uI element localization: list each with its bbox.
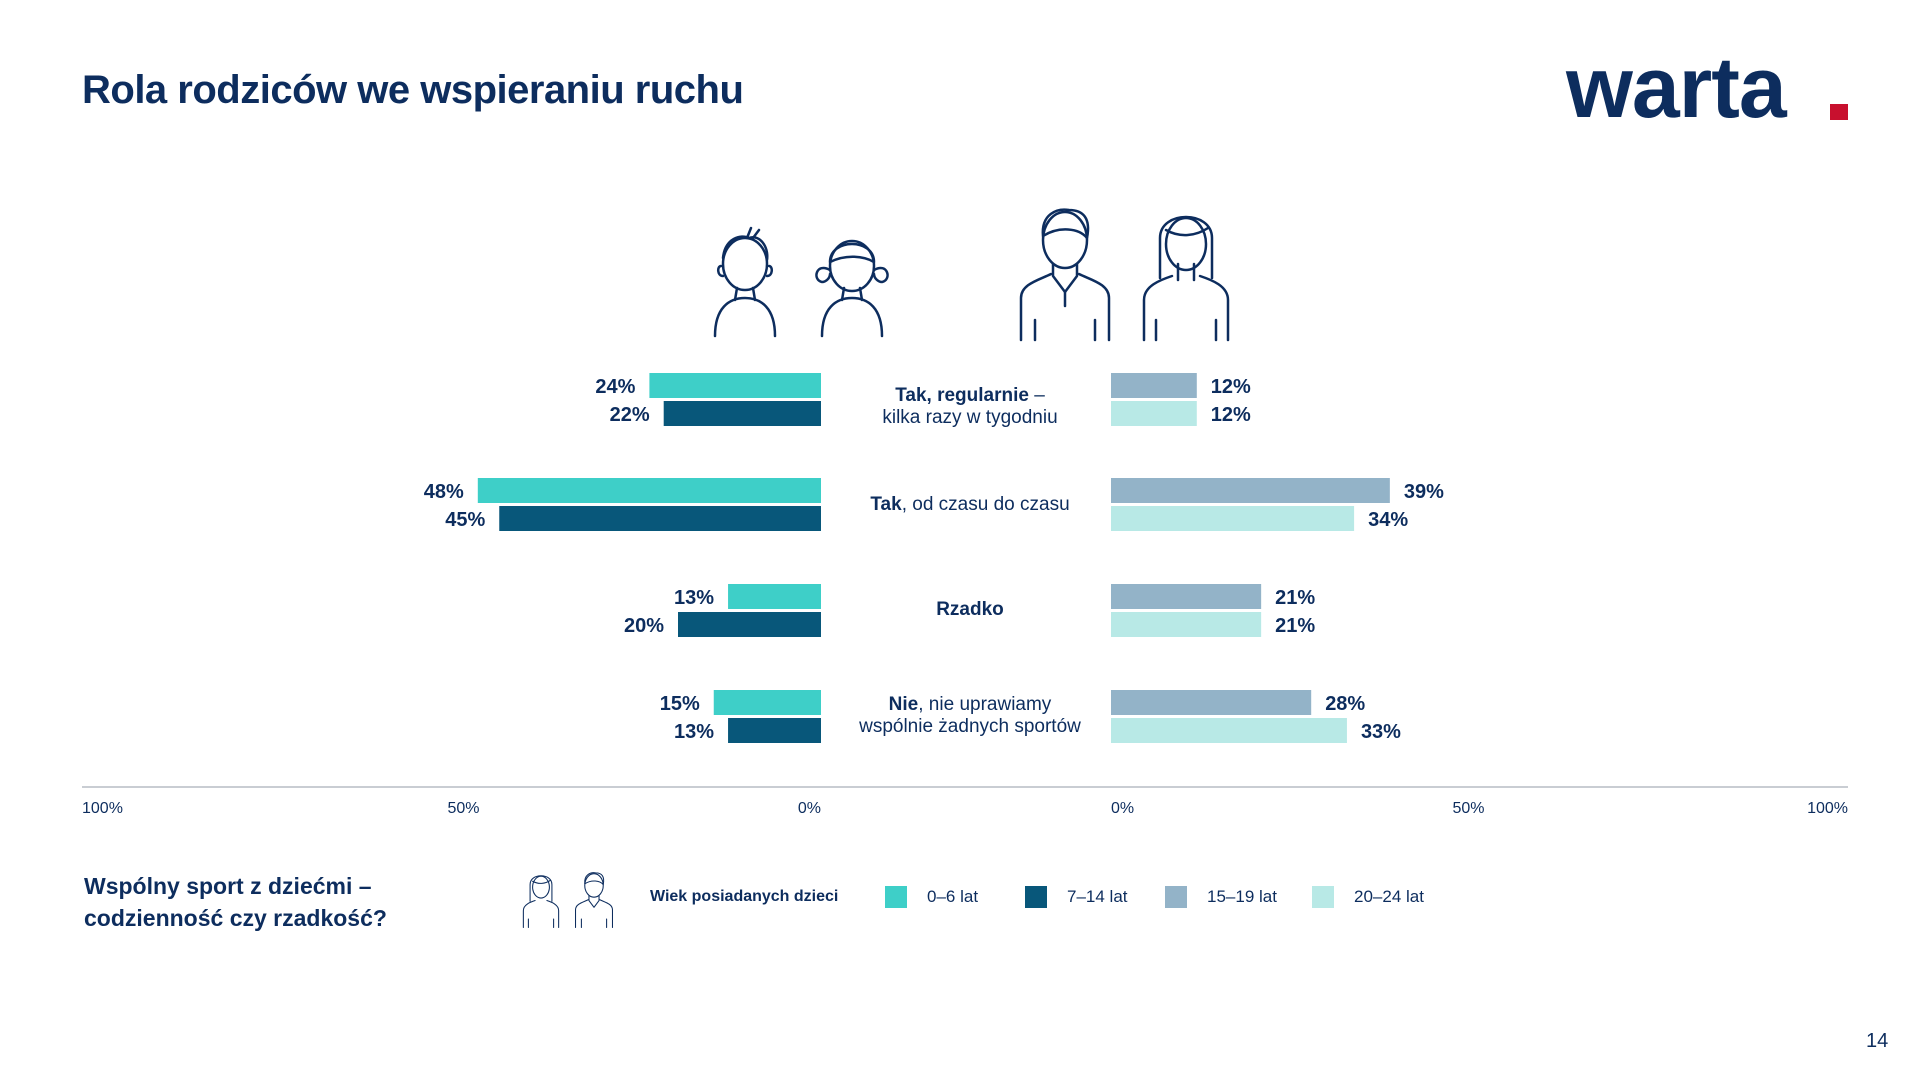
bar-labels-group: 24% 48% 13% 15% 22% 45% 20% 13% 12% 39% 21% 28% 12% 3… xyxy=(424,376,1444,743)
category-label-occasionally: Tak, od czasu do czasu xyxy=(840,494,1100,516)
legend-label: 0–6 lat xyxy=(927,887,979,906)
bar-value-label: 12% xyxy=(1211,404,1251,426)
legend-swatch xyxy=(1165,886,1187,908)
legend-item-20-24: 20–24 lat xyxy=(1312,885,1424,909)
category-bold: Nie xyxy=(888,694,919,715)
question-line2: codzienność czy rzadkość? xyxy=(84,905,387,931)
x-tick-label-right: 50% xyxy=(1452,800,1484,817)
x-tick-label-left: 0% xyxy=(798,800,821,817)
bar-value-label: 24% xyxy=(595,376,635,398)
bar-left-0-1 xyxy=(477,478,821,503)
bars-group xyxy=(477,373,1390,743)
x-tick-label-right: 0% xyxy=(1111,800,1134,817)
legend-man-icon xyxy=(574,872,614,928)
category-label-rarely: Rzadko xyxy=(840,599,1100,621)
bar-left-0-3 xyxy=(713,690,821,715)
bar-right-3-0 xyxy=(1111,401,1197,426)
bar-right-2-3 xyxy=(1111,690,1312,715)
legend-item-15-19: 15–19 lat xyxy=(1165,885,1277,909)
legend-swatch xyxy=(1312,886,1334,908)
bar-value-label: 13% xyxy=(674,721,714,743)
bar-value-label: 21% xyxy=(1275,615,1315,637)
axis-ticks-group: 100% 50% 0% 0% 50% 100% xyxy=(82,800,1848,817)
category-bold: Rzadko xyxy=(936,599,1004,620)
bar-right-3-2 xyxy=(1111,612,1262,637)
category-rest: , nie uprawiamy xyxy=(918,694,1052,715)
x-tick-label-left: 50% xyxy=(447,800,479,817)
legend-swatch xyxy=(885,886,907,908)
boy-icon xyxy=(713,226,777,338)
bar-value-label: 13% xyxy=(674,587,714,609)
question-line1: Wspólny sport z dziećmi – xyxy=(84,873,372,899)
page-title: Rola rodziców we wspieraniu ruchu xyxy=(82,68,744,112)
bar-value-label: 45% xyxy=(445,509,485,531)
legend-label: 15–19 lat xyxy=(1207,887,1277,906)
bar-value-label: 21% xyxy=(1275,587,1315,609)
bar-value-label: 33% xyxy=(1361,721,1401,743)
bar-right-2-1 xyxy=(1111,478,1390,503)
bar-left-1-3 xyxy=(728,718,821,743)
legend-title: Wiek posiadanych dzieci xyxy=(650,888,839,905)
bar-right-2-0 xyxy=(1111,373,1197,398)
legend-woman-icon xyxy=(522,875,560,928)
x-tick-label-right: 100% xyxy=(1807,800,1848,817)
logo-wordmark: warta xyxy=(1566,40,1787,136)
page-number: 14 xyxy=(1866,1030,1889,1052)
legend-label: 20–24 lat xyxy=(1354,887,1424,906)
category-line2: wspólnie żadnych sportów xyxy=(859,716,1081,737)
x-tick-label-left: 100% xyxy=(82,800,123,817)
legend-swatch xyxy=(1025,886,1047,908)
logo-dot xyxy=(1830,104,1848,120)
category-bold: Tak, regularnie xyxy=(895,385,1029,406)
legend-label: 7–14 lat xyxy=(1067,887,1128,906)
bar-value-label: 28% xyxy=(1325,693,1365,715)
category-bold: Tak xyxy=(870,494,902,515)
bar-value-label: 12% xyxy=(1211,376,1251,398)
girl-icon xyxy=(815,239,889,338)
warta-logo: warta xyxy=(1566,40,1854,136)
category-rest: , od czasu do czasu xyxy=(901,494,1070,515)
question-heading: Wspólny sport z dziećmi – codzienność cz… xyxy=(84,870,387,934)
legend-item-0-6: 0–6 lat xyxy=(885,885,978,909)
category-label-regularly: Tak, regularnie – kilka razy w tygodniu xyxy=(840,385,1100,429)
category-rest: – xyxy=(1028,385,1045,406)
bar-left-0-2 xyxy=(728,584,821,609)
bar-value-label: 22% xyxy=(610,404,650,426)
bar-right-2-2 xyxy=(1111,584,1262,609)
bar-left-1-2 xyxy=(678,612,821,637)
bar-value-label: 15% xyxy=(660,693,700,715)
bar-left-1-1 xyxy=(499,506,821,531)
man-icon xyxy=(1019,208,1111,342)
category-line2: kilka razy w tygodniu xyxy=(882,407,1058,428)
bar-value-label: 39% xyxy=(1404,481,1444,503)
legend-item-7-14: 7–14 lat xyxy=(1025,885,1128,909)
bar-right-3-3 xyxy=(1111,718,1347,743)
bar-value-label: 34% xyxy=(1368,509,1408,531)
bar-value-label: 48% xyxy=(424,481,464,503)
bar-value-label: 20% xyxy=(624,615,664,637)
bar-left-1-0 xyxy=(663,401,821,426)
x-axis-line xyxy=(82,786,1848,788)
bar-right-3-1 xyxy=(1111,506,1355,531)
category-label-never: Nie, nie uprawiamy wspólnie żadnych spor… xyxy=(840,694,1100,738)
woman-icon xyxy=(1142,215,1230,342)
bar-left-0-0 xyxy=(649,373,821,398)
